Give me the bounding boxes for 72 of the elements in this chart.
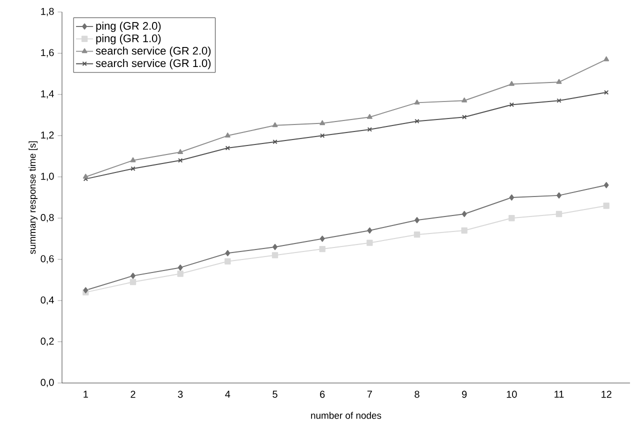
- point: [414, 118, 420, 124]
- point: [178, 149, 184, 154]
- point: [272, 122, 278, 128]
- x-tick-label: 10: [506, 390, 517, 398]
- point: [462, 210, 467, 218]
- point: [556, 192, 562, 199]
- point: [461, 227, 468, 234]
- y-tick-label: 1,8: [41, 8, 54, 16]
- y-tick-label: 0,6: [40, 255, 54, 264]
- y-tick-label: 1,6: [41, 49, 54, 58]
- x-tick-label: 9: [462, 390, 467, 398]
- point: [509, 102, 514, 108]
- legend-label: search service (GR 1.0): [96, 59, 211, 70]
- point: [556, 98, 562, 103]
- point: [366, 114, 372, 119]
- x-tick-label: 3: [178, 390, 183, 398]
- point: [603, 202, 610, 209]
- point: [604, 56, 610, 62]
- point: [130, 166, 136, 171]
- x-tick-label: 11: [554, 390, 564, 398]
- point: [320, 133, 325, 138]
- point: [556, 210, 562, 218]
- x-tick-label: 6: [320, 390, 325, 398]
- point: [508, 81, 514, 86]
- point: [367, 127, 372, 132]
- point: [272, 140, 278, 144]
- x-tick-label: 2: [130, 390, 136, 398]
- x-tick-label: 4: [225, 390, 230, 398]
- point: [177, 270, 184, 277]
- legend-label: search service (GR 2.0): [96, 46, 211, 57]
- x-tick-label: 5: [272, 390, 278, 398]
- y-tick-label: 1,4: [41, 90, 54, 99]
- point: [509, 194, 514, 201]
- point: [414, 217, 420, 224]
- point: [130, 278, 136, 286]
- point: [225, 146, 230, 150]
- point: [130, 157, 136, 162]
- x-tick-label: 8: [414, 390, 420, 398]
- point: [367, 227, 372, 234]
- point: [224, 258, 231, 264]
- point: [320, 236, 325, 242]
- point: [462, 114, 467, 120]
- y-tick-label: 0,4: [40, 296, 54, 305]
- legend-label: ping (GR 2.0): [96, 22, 161, 32]
- point: [320, 120, 326, 126]
- point: [508, 215, 515, 222]
- x-tick-label: 7: [367, 390, 372, 398]
- point: [414, 100, 420, 104]
- point: [414, 232, 420, 238]
- y-tick-label: 1,2: [41, 132, 54, 140]
- point: [178, 264, 183, 271]
- point: [130, 272, 136, 279]
- y-axis-title: summary response time [s]: [28, 141, 38, 254]
- point: [462, 98, 468, 102]
- point: [178, 158, 183, 163]
- point: [225, 250, 230, 256]
- y-tick-label: 0,0: [40, 378, 54, 388]
- x-axis-title: number of nodes: [311, 412, 382, 419]
- x-tick-label: 12: [602, 390, 612, 398]
- point: [82, 174, 88, 179]
- y-tick-label: 1,0: [41, 172, 54, 182]
- point: [272, 244, 278, 250]
- point: [272, 252, 278, 258]
- y-tick-label: 0,8: [40, 214, 54, 222]
- point: [604, 182, 609, 188]
- legend-label: ping (GR 1.0): [96, 34, 161, 44]
- point: [556, 78, 562, 84]
- point: [224, 132, 230, 138]
- point: [366, 240, 373, 246]
- point: [319, 246, 326, 252]
- y-tick-label: 0,2: [40, 338, 54, 346]
- x-tick-label: 1: [84, 390, 88, 398]
